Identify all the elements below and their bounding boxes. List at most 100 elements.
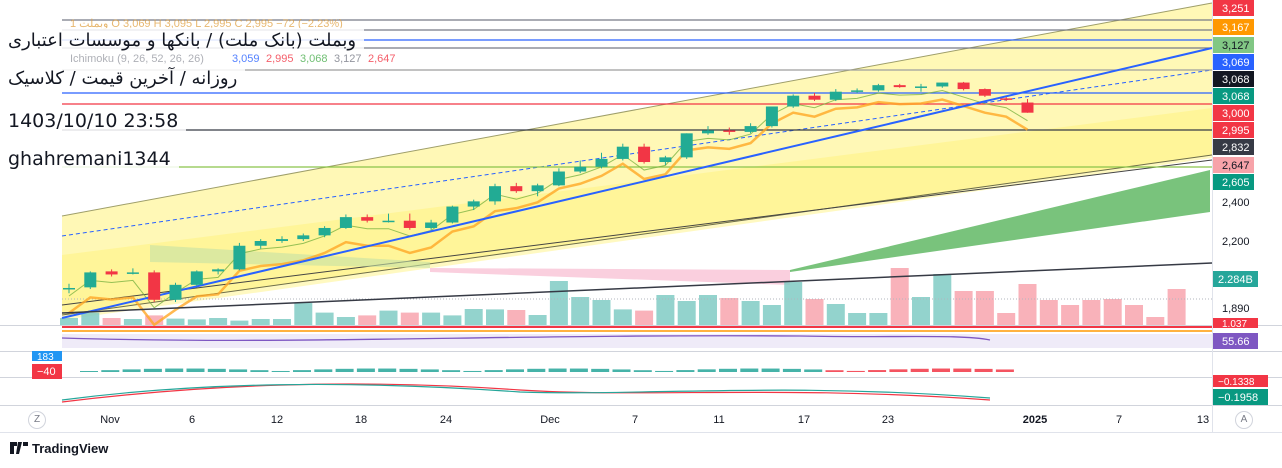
candle: [233, 242, 246, 271]
volume-bar: [954, 291, 973, 325]
channel-lower-line-2: [61, 159, 1213, 306]
volume-bar: [230, 320, 249, 325]
price-label-text: 3,000: [1222, 108, 1250, 120]
volume-bar: [336, 317, 355, 325]
candle: [531, 183, 544, 197]
volume-bar: [145, 315, 164, 325]
macd-histogram-bar: [740, 368, 759, 372]
candle-body: [276, 239, 288, 241]
candle-body: [212, 269, 225, 272]
volume-bar: [592, 300, 611, 325]
candle: [63, 283, 75, 294]
price-label: 3,069: [1213, 54, 1254, 70]
candle: [787, 94, 800, 108]
volume-bar: [699, 295, 717, 325]
price-label-text: 2,995: [1222, 125, 1250, 137]
macd-histogram-bar: [356, 368, 375, 372]
volume-bar: [912, 297, 930, 325]
price-label: 3,068: [1213, 71, 1254, 87]
candle: [872, 83, 885, 92]
volume-bar: [933, 274, 952, 325]
zoom-button[interactable]: Z: [28, 411, 46, 429]
price-label-text: 3,127: [1222, 40, 1250, 52]
macd-histogram-bar: [548, 368, 567, 372]
volume-bar: [613, 309, 632, 325]
regression-channel: [62, 108, 1212, 320]
macd-line: [61, 383, 991, 401]
auto-scale-button[interactable]: A: [1235, 411, 1253, 429]
volume-bar: [890, 268, 909, 325]
price-label-text: 2,832: [1222, 142, 1250, 154]
macd-histogram-bar: [207, 368, 226, 372]
price-label: 2,995: [1213, 122, 1254, 138]
candle: [574, 160, 587, 174]
channel-lower-line: [61, 154, 1213, 316]
candle: [744, 123, 757, 134]
volume-bar: [997, 313, 1016, 325]
macd-histogram-bar: [229, 369, 248, 372]
price-axis-tick: 2,400: [1222, 197, 1250, 209]
volume-bar: [422, 312, 441, 325]
volume-bar: [273, 319, 291, 325]
candle-body: [425, 222, 438, 228]
candle-body: [787, 95, 800, 107]
candle-body: [467, 201, 480, 207]
ichimoku-legend-value: 3,068: [300, 53, 328, 65]
author-name: ghahremani1344: [0, 146, 179, 172]
symbol-title: وبملت (بانک ملت) / بانکها و موسسات اعتبا…: [0, 28, 365, 53]
candle: [446, 205, 459, 224]
macd-histogram-bar: [868, 370, 887, 372]
price-label-text: 3,069: [1222, 57, 1250, 69]
candle: [425, 219, 438, 230]
candle: [339, 214, 352, 229]
volume-bar: [869, 313, 888, 325]
macd-histogram-bar: [399, 368, 418, 372]
price-label: 3,000: [1213, 105, 1254, 121]
macd-value-box: [1213, 389, 1268, 405]
tradingview-logo-icon: [10, 442, 28, 454]
time-axis-tick: 7: [632, 414, 638, 426]
macd-left-label-box: [32, 364, 62, 379]
macd-left-label: −40: [37, 366, 56, 378]
price-label-box: [1213, 37, 1254, 53]
candle-body: [659, 157, 672, 163]
candle-body: [126, 272, 139, 274]
volume-bar: [848, 313, 867, 325]
price-label: 2,605: [1213, 174, 1254, 190]
time-axis-tick: 2025: [1023, 414, 1047, 426]
candle-body: [63, 287, 75, 290]
macd-histogram-bar: [165, 368, 184, 372]
macd-value-text: −0.1338: [1218, 377, 1255, 388]
macd-histogram-bar: [591, 368, 610, 372]
volume-bar: [1018, 284, 1037, 325]
rsi-band: [62, 334, 1212, 348]
candle-body: [382, 220, 395, 223]
macd-histogram-bar: [889, 369, 908, 372]
volume-bar: [656, 295, 675, 325]
ichimoku-cloud-bearish: [430, 268, 790, 285]
volume-bar: [486, 309, 504, 325]
candle: [616, 143, 629, 161]
volume-bar: [187, 319, 206, 325]
price-label: 2,647: [1213, 157, 1254, 173]
candle: [552, 168, 565, 187]
volume-bar: [549, 281, 568, 325]
candle: [148, 270, 161, 302]
brand-name: TradingView: [32, 441, 109, 456]
macd-histogram-bar: [484, 370, 503, 372]
ichimoku-legend-value: 2,647: [368, 53, 396, 65]
candle: [915, 83, 927, 92]
candle-body: [1021, 102, 1034, 113]
candle: [169, 282, 182, 302]
volume-bar: [1125, 305, 1143, 325]
volume-bar: [102, 318, 121, 325]
price-label-text: 2,605: [1222, 177, 1250, 189]
ichimoku-legend-value: 2,995: [266, 53, 294, 65]
macd-histogram-bar: [569, 368, 588, 372]
macd-left-label: 183: [37, 352, 54, 363]
time-axis-tick: 7: [1116, 414, 1122, 426]
trendline: [61, 47, 1213, 319]
volume-bar: [507, 310, 526, 325]
volume-bar: [1146, 317, 1165, 325]
